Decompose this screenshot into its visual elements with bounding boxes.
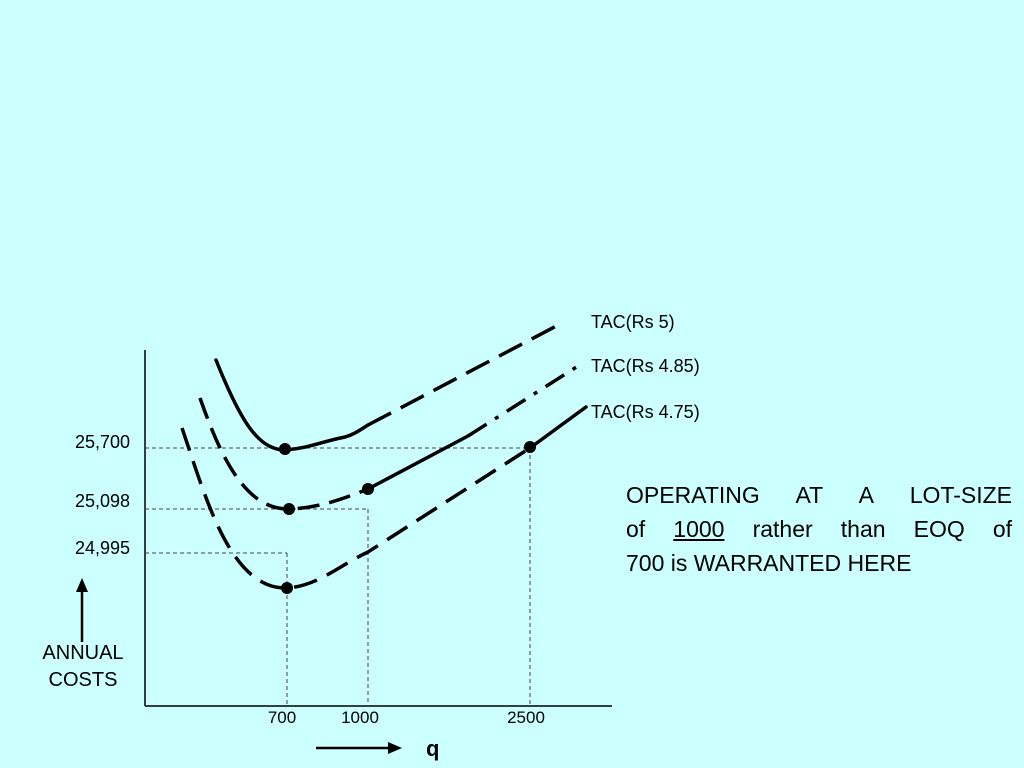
up-arrow-icon — [76, 578, 88, 592]
curve-tac-rs5-solid — [214, 358, 370, 452]
point-rs4-85-1000 — [362, 483, 374, 495]
x-tick-700: 700 — [267, 708, 297, 727]
y-tick-25700: 25,700 — [74, 432, 130, 452]
x-tick-1000: 1000 — [341, 708, 379, 727]
guide-lines — [145, 447, 531, 706]
caption-line2: of 1000 rather than EOQ of — [626, 512, 1012, 546]
curve-tac-rs4-75-left — [180, 427, 531, 590]
caption-line1: OPERATING AT A LOT-SIZE — [626, 482, 1012, 508]
legend-tac-rs4-75: TAC(Rs 4.75) — [591, 402, 700, 422]
caption-of: of — [626, 516, 646, 542]
y-axis-title-line2: COSTS — [48, 669, 118, 691]
point-rs4-75-2500 — [524, 441, 536, 453]
legend-tac-rs5: TAC(Rs 5) — [591, 312, 675, 332]
curve-tac-rs5-dashed — [367, 321, 563, 427]
y-tick-25098: 25,098 — [74, 491, 130, 511]
caption-line3: 700 is WARRANTED HERE — [626, 550, 912, 576]
right-arrow-icon — [388, 742, 402, 754]
legend-tac-rs4-85: TAC(Rs 4.85) — [591, 356, 700, 376]
y-axis-title-line1: ANNUAL — [42, 642, 124, 664]
x-axis-title: q — [426, 736, 440, 761]
curve-tac-rs4-85-right — [467, 364, 579, 438]
marked-points — [279, 441, 536, 594]
point-rs5-700 — [279, 443, 291, 455]
point-rs4-75-700 — [281, 582, 293, 594]
y-axis-title: ANNUAL COSTS — [28, 640, 138, 694]
caption-lot-size: 1000 — [673, 516, 725, 542]
curve-tac-rs4-85-solid — [366, 434, 470, 491]
caption-rest: rather than EOQ of — [752, 516, 1013, 542]
caption-text: OPERATING AT A LOT-SIZE of 1000 rather t… — [626, 478, 1012, 580]
curve-tac-rs4-75-right — [528, 405, 588, 450]
x-tick-2500: 2500 — [507, 708, 545, 727]
point-rs4-85-700 — [283, 503, 295, 515]
y-tick-24995: 24,995 — [74, 538, 130, 558]
